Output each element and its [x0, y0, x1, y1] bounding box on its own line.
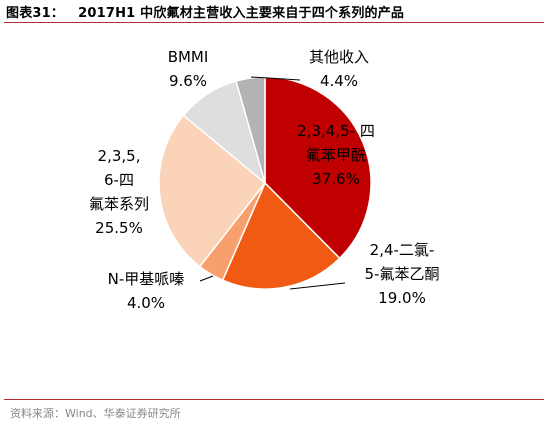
slice-value-label: 37.6% — [312, 170, 360, 188]
slice-category-label: 6-四 — [104, 171, 134, 189]
slice-dichlorofluoroacetophenone — [221, 181, 341, 290]
figure-title: 图表31： 2017H1 中欣氟材主营收入主要来自于四个系列的产品 — [6, 2, 404, 21]
pie-slices — [158, 76, 372, 290]
figure-number: 图表31： — [6, 6, 65, 21]
slice-category-label: 氟苯系列 — [89, 195, 149, 213]
slice-category-label: 其他收入 — [309, 48, 369, 66]
footer-divider — [4, 399, 544, 400]
slice-category-label: N-甲基哌嗪 — [108, 270, 185, 288]
slice-category-label: 5-氟苯乙酮 — [365, 265, 440, 283]
slice-value-label: 9.6% — [169, 72, 207, 90]
slice-value-label: 25.5% — [95, 219, 143, 237]
leader-line — [199, 275, 214, 282]
figure-title-text: 2017H1 中欣氟材主营收入主要来自于四个系列的产品 — [78, 6, 405, 21]
slice-other-income — [235, 76, 266, 184]
leader-line — [289, 282, 346, 290]
slice-value-label: 4.0% — [127, 294, 165, 312]
source-note: 资料来源：Wind、华泰证券研究所 — [10, 407, 181, 420]
slice-tetrafluorobenzene-series — [158, 114, 267, 268]
leader-line — [250, 76, 301, 81]
slice-category-label: 2,3,5, — [98, 147, 141, 165]
slice-category-label: 氟苯甲酰 — [306, 146, 366, 164]
slice-category-label: BMMI — [168, 48, 209, 66]
slice-tetrafluorobenzoyl — [264, 76, 372, 260]
slice-value-label: 19.0% — [378, 289, 426, 307]
leader-lines — [199, 76, 346, 290]
slice-category-label: 2,3,4,5- 四 — [297, 122, 375, 140]
slice-category-label: 2,4-二氯- — [370, 241, 435, 259]
title-divider — [4, 22, 544, 23]
slice-value-label: 4.4% — [320, 72, 358, 90]
